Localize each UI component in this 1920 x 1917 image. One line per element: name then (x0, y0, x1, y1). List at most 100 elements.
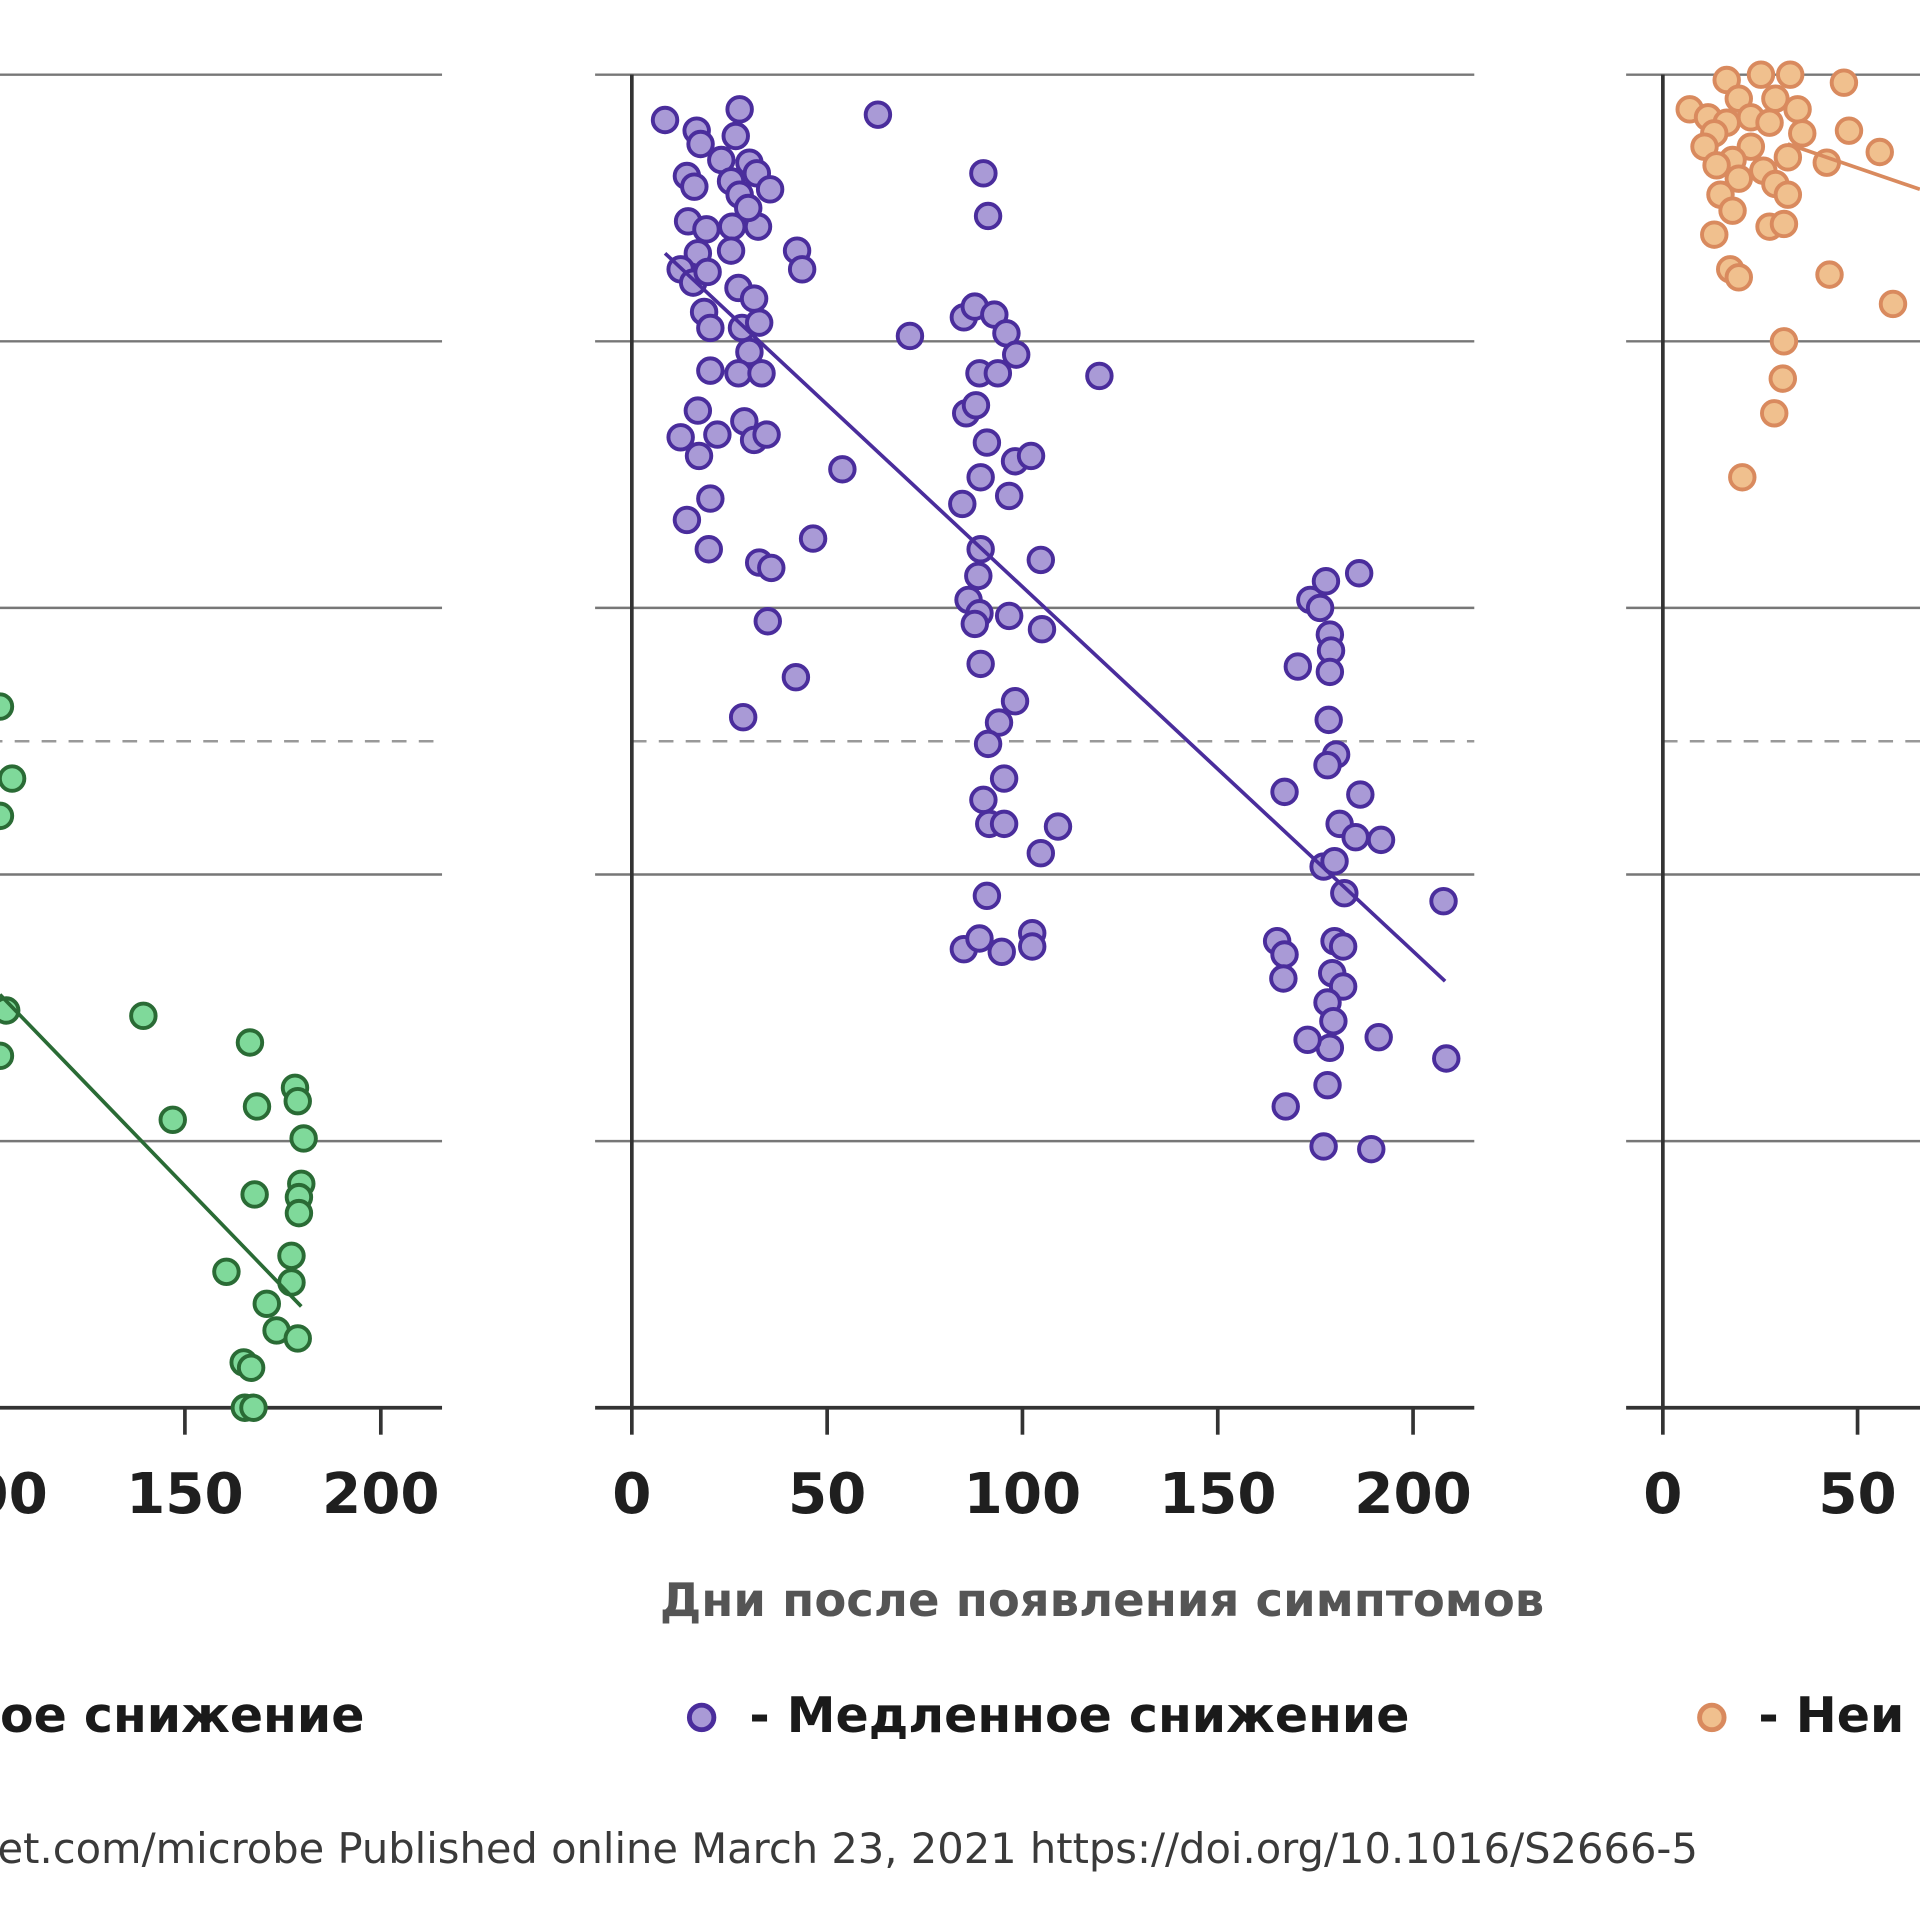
x-tick-label: 150 (126, 1462, 244, 1527)
data-point (895, 321, 925, 351)
data-point (683, 396, 713, 425)
data-point (1364, 1022, 1393, 1052)
data-point (1718, 196, 1747, 225)
data-point (828, 455, 857, 484)
data-point (735, 337, 764, 367)
data-point (277, 1268, 306, 1297)
data-point (1769, 209, 1799, 239)
data-point (961, 391, 991, 420)
data-point (696, 313, 725, 343)
data-point (721, 121, 750, 151)
data-point (1271, 1092, 1300, 1121)
data-point (966, 463, 995, 492)
data-point (0, 801, 15, 831)
footer-citation: et.com/microbe Published online March 23… (0, 1824, 1698, 1873)
data-point (235, 1028, 265, 1057)
data-point (666, 423, 695, 452)
data-point (694, 535, 723, 564)
legend-label-unchanged: - Неи (1758, 1687, 1904, 1744)
data-point (1000, 687, 1030, 716)
x-tick-label: 50 (1818, 1462, 1896, 1527)
data-point (686, 129, 715, 159)
data-point (969, 785, 998, 815)
data-point (1026, 545, 1056, 575)
data-point (744, 308, 774, 337)
data-point (969, 159, 998, 188)
data-point (1309, 1132, 1338, 1161)
data-point (284, 1198, 314, 1228)
data-point (1027, 615, 1057, 644)
data-point (252, 1289, 281, 1318)
data-point (684, 441, 714, 471)
legend-marker-slow-decline (686, 1702, 717, 1733)
data-point (1328, 932, 1358, 961)
data-point (680, 172, 709, 201)
data-point (1755, 108, 1784, 137)
data-point (1429, 886, 1458, 916)
legend-label-fast-decline: ое снижение (0, 1687, 364, 1744)
data-point (650, 105, 680, 135)
data-point (277, 1241, 306, 1270)
legend: ое снижение - Медленное снижение - Неи (0, 1687, 1904, 1744)
data-point (1270, 940, 1299, 969)
data-point (983, 359, 1013, 388)
data-point (725, 95, 754, 124)
data-point (240, 1180, 269, 1209)
data-point (757, 553, 786, 583)
legend-label-slow-decline: - Медленное снижение (749, 1687, 1409, 1744)
data-point (1775, 60, 1805, 89)
data-point (1319, 1006, 1348, 1036)
data-point (752, 420, 781, 449)
data-point (158, 1105, 187, 1135)
data-point (1366, 825, 1396, 855)
data-point (1330, 878, 1359, 908)
data-point (703, 420, 732, 449)
data-point (1700, 220, 1729, 249)
data-point (1768, 364, 1797, 393)
data-point (1724, 164, 1753, 193)
data-point (973, 201, 1003, 231)
data-point (1315, 657, 1345, 687)
data-point (755, 175, 785, 204)
data-point (1314, 705, 1343, 735)
data-point (987, 937, 1016, 967)
data-point (973, 729, 1003, 759)
data-point (696, 484, 725, 513)
x-tick-label: 0 (1643, 1462, 1682, 1527)
data-point (283, 1086, 312, 1116)
data-point (0, 996, 21, 1025)
data-point (212, 1257, 241, 1286)
data-point (1702, 151, 1731, 180)
data-point (289, 1124, 318, 1153)
data-point (1313, 1070, 1342, 1100)
data-point (989, 764, 1019, 793)
data-point (696, 356, 725, 385)
data-point (1783, 95, 1812, 124)
data-point (787, 255, 817, 284)
trend-line (663, 251, 1447, 983)
x-tick-label: 100 (0, 1462, 48, 1527)
data-point (672, 505, 702, 535)
legend-marker-unchanged (1697, 1702, 1727, 1733)
data-point (965, 924, 994, 953)
data-point (964, 561, 993, 591)
data-point (693, 257, 722, 287)
data-point (0, 764, 27, 793)
x-tick-label: 150 (1159, 1462, 1277, 1527)
data-point (1270, 777, 1299, 807)
data-point (1357, 1134, 1386, 1164)
x-tick-label: 200 (1354, 1462, 1472, 1527)
data-point (283, 1324, 312, 1353)
panel-slow-decline: 0 50 100 150 200 (595, 73, 1475, 1527)
data-point (734, 193, 763, 223)
x-tick-label: 50 (788, 1462, 866, 1527)
data-point (239, 1393, 268, 1422)
data-point (724, 359, 753, 388)
data-point (1346, 780, 1375, 809)
x-tick-label: 100 (964, 1462, 1082, 1527)
data-point (692, 215, 721, 244)
data-point (1724, 263, 1753, 292)
data-point (966, 649, 995, 679)
data-point (1834, 116, 1864, 145)
